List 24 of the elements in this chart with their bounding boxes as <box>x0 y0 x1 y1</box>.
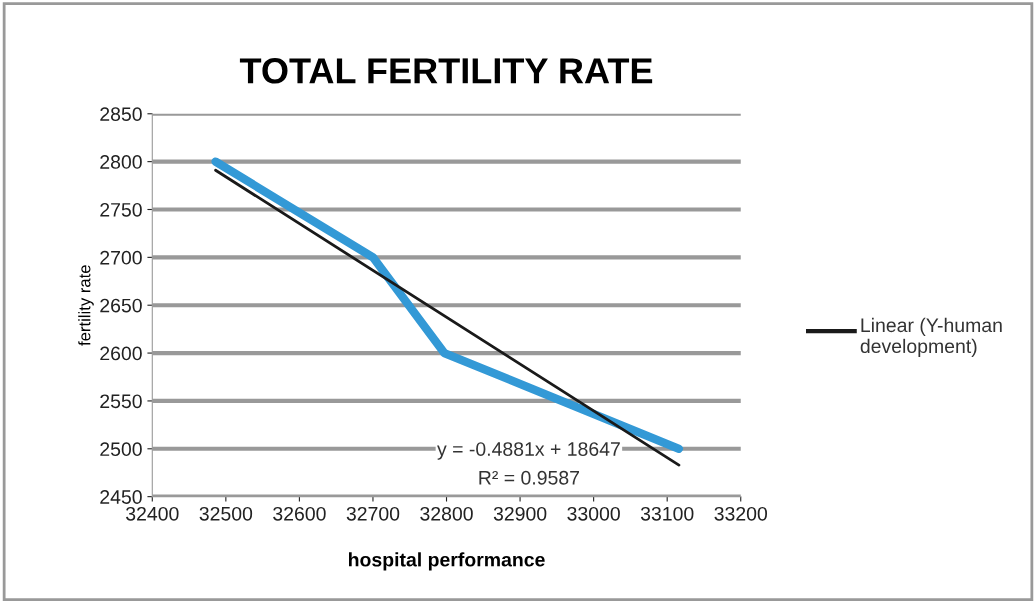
y-tick-label: 2500 <box>100 442 142 457</box>
y-tick-label: 2800 <box>100 155 142 169</box>
y-tick-label: 2650 <box>100 298 142 313</box>
x-axis-title: hospital performance <box>349 552 545 571</box>
y-tick-label: 2550 <box>100 394 142 409</box>
x-tick-label: 32500 <box>199 506 253 521</box>
legend-label: Linear (Y-human development) <box>860 317 1002 357</box>
y-tick-label: 2600 <box>100 346 142 361</box>
x-tick-label: 32800 <box>420 506 473 521</box>
annotation: y = -0.4881x + 18647 <box>437 442 620 460</box>
y-tick-label: 2850 <box>100 107 142 122</box>
y-tick-label: 2700 <box>100 250 142 265</box>
annotation: R² = 0.9587 <box>479 470 579 485</box>
y-axis-title: fertility rate <box>78 265 94 346</box>
x-tick-label: 32600 <box>273 506 326 521</box>
x-tick-label: 32400 <box>126 506 179 521</box>
x-tick-label: 33200 <box>714 506 768 521</box>
y-tick-label: 2750 <box>100 202 142 217</box>
x-tick-label: 33100 <box>640 506 694 521</box>
y-tick-label: 2450 <box>100 490 142 504</box>
x-tick-label: 32900 <box>493 506 547 521</box>
x-tick-label: 33000 <box>567 506 620 521</box>
chart-title: TOTAL FERTILITY RATE <box>239 58 653 84</box>
x-tick-label: 32700 <box>346 506 400 521</box>
